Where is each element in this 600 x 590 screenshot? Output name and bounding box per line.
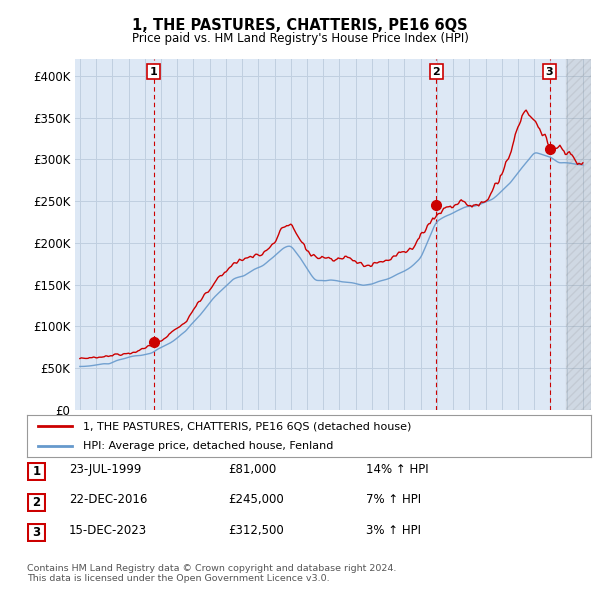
Text: Price paid vs. HM Land Registry's House Price Index (HPI): Price paid vs. HM Land Registry's House … — [131, 32, 469, 45]
Text: 14% ↑ HPI: 14% ↑ HPI — [366, 463, 428, 476]
Text: 2: 2 — [32, 496, 41, 509]
FancyBboxPatch shape — [28, 463, 45, 480]
Text: 1, THE PASTURES, CHATTERIS, PE16 6QS (detached house): 1, THE PASTURES, CHATTERIS, PE16 6QS (de… — [83, 421, 412, 431]
Text: 7% ↑ HPI: 7% ↑ HPI — [366, 493, 421, 506]
Text: 23-JUL-1999: 23-JUL-1999 — [69, 463, 142, 476]
FancyBboxPatch shape — [28, 494, 45, 510]
Text: 2: 2 — [433, 67, 440, 77]
Text: £245,000: £245,000 — [228, 493, 284, 506]
Text: 3: 3 — [546, 67, 553, 77]
Text: 3% ↑ HPI: 3% ↑ HPI — [366, 524, 421, 537]
Text: 1: 1 — [32, 465, 41, 478]
Text: £81,000: £81,000 — [228, 463, 276, 476]
Text: £312,500: £312,500 — [228, 524, 284, 537]
FancyBboxPatch shape — [28, 525, 45, 541]
Text: 15-DEC-2023: 15-DEC-2023 — [69, 524, 147, 537]
Text: HPI: Average price, detached house, Fenland: HPI: Average price, detached house, Fenl… — [83, 441, 334, 451]
Text: Contains HM Land Registry data © Crown copyright and database right 2024.
This d: Contains HM Land Registry data © Crown c… — [27, 563, 397, 583]
Text: 22-DEC-2016: 22-DEC-2016 — [69, 493, 148, 506]
Text: 1, THE PASTURES, CHATTERIS, PE16 6QS: 1, THE PASTURES, CHATTERIS, PE16 6QS — [132, 18, 468, 32]
Text: 1: 1 — [150, 67, 158, 77]
Bar — [566, 59, 591, 410]
Text: 3: 3 — [32, 526, 41, 539]
